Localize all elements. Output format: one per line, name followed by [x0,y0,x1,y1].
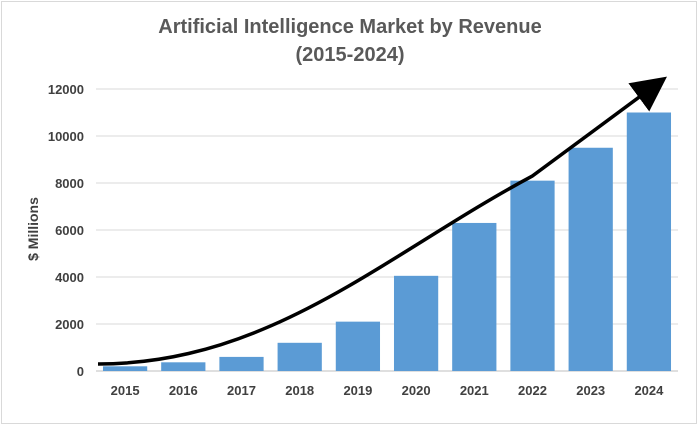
x-axis-ticks: 2015 2016 2017 2018 2019 2020 2021 2022 2023 2024 [111,383,664,398]
x-tick-label: 2024 [634,383,664,398]
y-axis-ticks: 0 2000 4000 6000 8000 10000 12000 [48,82,84,379]
bar-2019 [335,321,381,371]
x-tick-label: 2019 [343,383,372,398]
y-tick-label: 12000 [48,82,84,97]
y-tick-label: 2000 [55,317,84,332]
bar-2016 [161,362,206,371]
bar-2024 [626,112,672,371]
y-tick-label: 10000 [48,129,84,144]
x-tick-label: 2021 [460,383,489,398]
y-tick-label: 6000 [55,223,84,238]
bar-2023 [568,147,613,371]
y-axis-label: $ Millions [25,197,41,261]
x-tick-label: 2023 [576,383,605,398]
bar-2022 [510,180,555,371]
x-tick-label: 2016 [169,383,198,398]
y-tick-label: 4000 [55,270,84,285]
chart-subtitle: (2015-2024) [295,44,405,66]
bar-2021 [452,222,497,371]
x-tick-label: 2018 [285,383,314,398]
x-tick-label: 2020 [402,383,431,398]
x-tick-label: 2015 [111,383,140,398]
y-tick-label: 8000 [55,176,84,191]
x-tick-label: 2017 [227,383,256,398]
x-tick-label: 2022 [518,383,547,398]
y-tick-label: 0 [77,364,84,379]
chart-title: Artificial Intelligence Market by Revenu… [158,16,542,38]
bar-2017 [219,356,264,371]
bar-2018 [277,342,322,371]
bars [102,112,672,371]
bar-2020 [393,275,439,371]
trend-arrow [97,76,667,366]
bar-2015 [102,366,148,371]
